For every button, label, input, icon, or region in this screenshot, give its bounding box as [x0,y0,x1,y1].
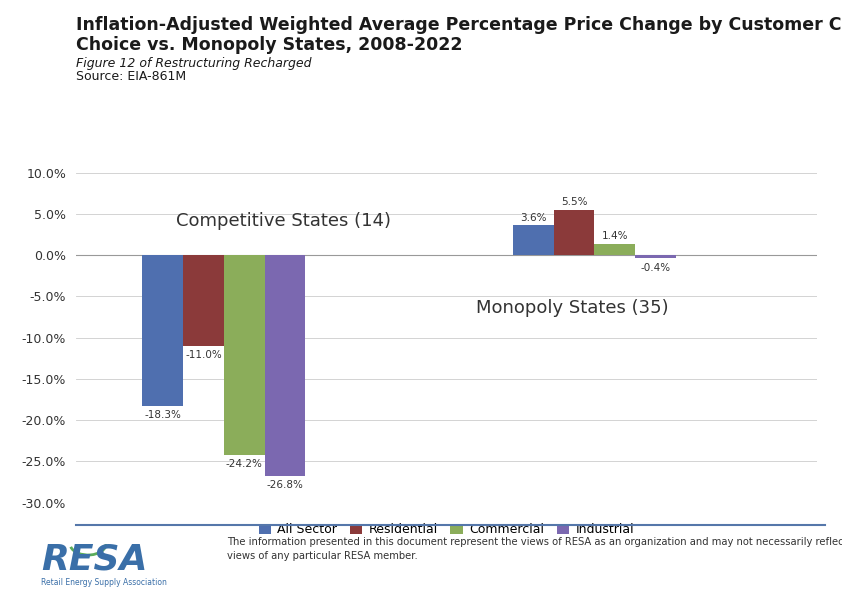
Text: Competitive States (14): Competitive States (14) [176,212,391,230]
Bar [142,255,184,406]
Text: Inflation-Adjusted Weighted Average Percentage Price Change by Customer Class,: Inflation-Adjusted Weighted Average Perc… [76,16,842,34]
Text: -11.0%: -11.0% [185,350,222,360]
Text: Choice vs. Monopoly States, 2008-2022: Choice vs. Monopoly States, 2008-2022 [76,36,462,54]
Text: Retail Energy Supply Association: Retail Energy Supply Association [41,578,167,587]
Legend: All Sector, Residential, Commercial, Industrial: All Sector, Residential, Commercial, Ind… [253,518,639,541]
Text: -0.4%: -0.4% [641,262,670,273]
Bar [635,255,676,258]
Bar [513,226,554,255]
Text: Monopoly States (35): Monopoly States (35) [476,299,669,317]
Bar [224,255,264,455]
Text: 5.5%: 5.5% [561,197,588,207]
Bar [594,243,635,255]
Text: -26.8%: -26.8% [267,481,303,490]
Text: -24.2%: -24.2% [226,459,263,469]
Bar [554,209,594,255]
Text: Figure 12 of Restructuring Recharged: Figure 12 of Restructuring Recharged [76,57,312,70]
Text: 1.4%: 1.4% [601,231,628,241]
Text: RESA: RESA [41,542,147,576]
Text: The information presented in this document represent the views of RESA as an org: The information presented in this docume… [227,537,842,560]
Bar [264,255,306,477]
Bar [184,255,224,346]
Text: -18.3%: -18.3% [145,411,181,420]
Text: Source: EIA-861M: Source: EIA-861M [76,70,186,83]
Text: 3.6%: 3.6% [520,213,546,223]
